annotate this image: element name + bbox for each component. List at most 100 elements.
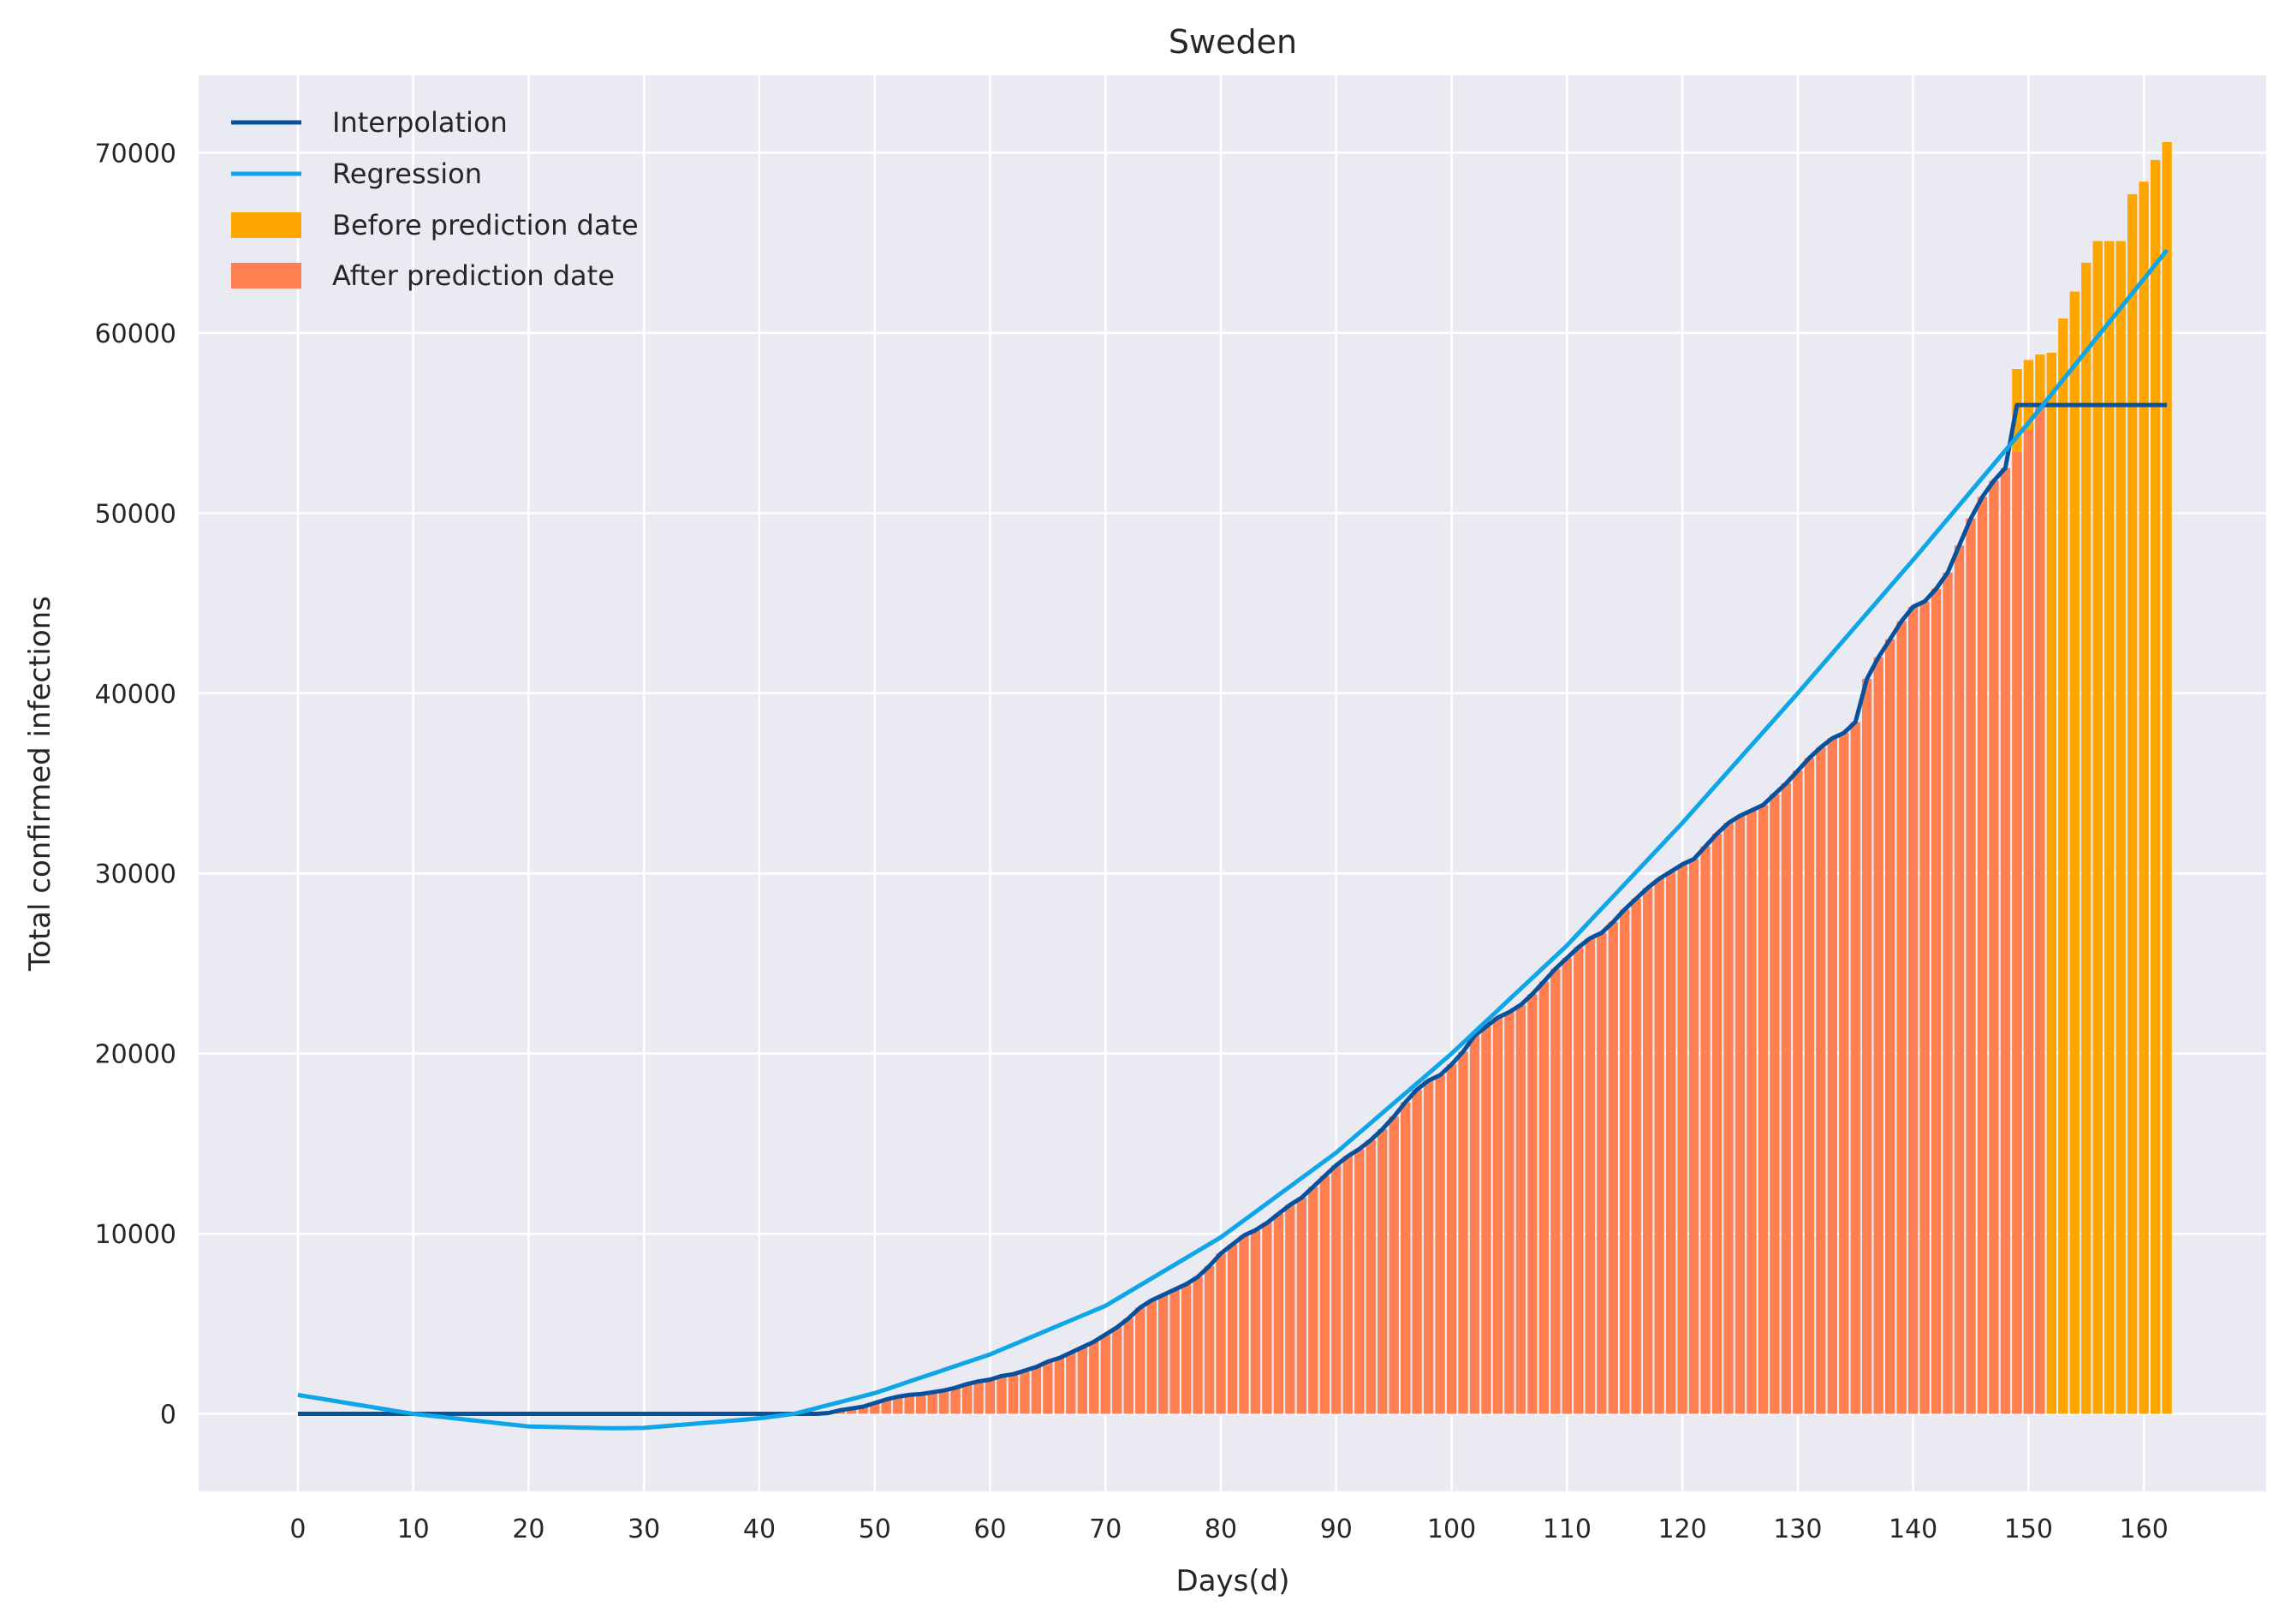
bar-after-prediction bbox=[1504, 1012, 1514, 1414]
bar-after-prediction bbox=[1112, 1327, 1122, 1414]
bar-after-prediction bbox=[1423, 1080, 1434, 1414]
x-tick-label: 130 bbox=[1773, 1514, 1822, 1544]
bar-after-prediction bbox=[858, 1407, 868, 1414]
bar-after-prediction bbox=[1816, 747, 1826, 1414]
bar-after-prediction bbox=[1216, 1253, 1226, 1414]
bar-after-prediction bbox=[1943, 572, 1953, 1414]
legend-label-interpolation: Interpolation bbox=[332, 106, 508, 139]
bar-before-prediction bbox=[2139, 181, 2149, 1414]
x-tick-label: 90 bbox=[1320, 1514, 1353, 1544]
x-tick-label: 160 bbox=[2120, 1514, 2169, 1544]
bar-after-prediction bbox=[1620, 909, 1630, 1414]
bar-after-prediction bbox=[1827, 738, 1837, 1414]
bar-after-prediction bbox=[1770, 794, 1780, 1414]
bar-after-prediction bbox=[881, 1399, 891, 1414]
x-tick-label: 50 bbox=[859, 1514, 891, 1544]
bar-after-prediction bbox=[927, 1392, 937, 1414]
bar-after-prediction bbox=[1123, 1318, 1134, 1414]
bar-after-prediction bbox=[1331, 1165, 1342, 1414]
bar-after-prediction bbox=[1296, 1197, 1307, 1414]
chart-title: Sweden bbox=[1169, 23, 1297, 61]
x-tick-label: 80 bbox=[1205, 1514, 1237, 1544]
legend-label-regression: Regression bbox=[332, 158, 482, 190]
bar-after-prediction bbox=[1481, 1026, 1491, 1414]
legend: Interpolation Regression Before predicti… bbox=[231, 106, 639, 292]
x-tick-label: 20 bbox=[512, 1514, 544, 1544]
bar-after-prediction bbox=[1157, 1294, 1169, 1414]
bar-after-prediction bbox=[1954, 545, 1965, 1414]
bar-after-prediction bbox=[1677, 864, 1687, 1414]
bar-after-prediction bbox=[847, 1408, 857, 1414]
bar-after-prediction bbox=[904, 1395, 914, 1414]
bar-after-prediction bbox=[1319, 1175, 1330, 1414]
legend-label-after: After prediction date bbox=[332, 259, 615, 292]
bar-after-prediction bbox=[1378, 1129, 1388, 1414]
bar-after-prediction bbox=[1262, 1222, 1272, 1414]
bar-after-prediction bbox=[1181, 1284, 1192, 1414]
bar-after-prediction bbox=[1781, 783, 1792, 1414]
bar-after-prediction bbox=[1585, 937, 1595, 1414]
x-tick-label: 100 bbox=[1427, 1514, 1476, 1544]
y-tick-label: 50000 bbox=[95, 499, 176, 529]
y-tick-label: 40000 bbox=[95, 680, 176, 710]
bar-after-prediction bbox=[973, 1381, 984, 1414]
bar-after-prediction bbox=[1342, 1156, 1353, 1414]
bar-before-prediction bbox=[2069, 291, 2080, 1414]
x-tick-label: 110 bbox=[1543, 1514, 1592, 1544]
y-tick-label: 60000 bbox=[95, 319, 176, 349]
bar-after-prediction bbox=[1538, 981, 1550, 1414]
bar-after-prediction bbox=[1654, 878, 1664, 1414]
bar-after-prediction bbox=[1412, 1089, 1422, 1414]
bar-after-prediction bbox=[1608, 922, 1618, 1414]
bar-after-prediction bbox=[1100, 1334, 1110, 1414]
bar-after-prediction bbox=[1008, 1374, 1019, 1414]
bar-after-prediction bbox=[1723, 823, 1734, 1414]
bar-after-prediction bbox=[1077, 1347, 1087, 1414]
x-tick-label: 140 bbox=[1889, 1514, 1937, 1544]
legend-swatch-after bbox=[231, 263, 301, 289]
bar-before-prediction bbox=[2115, 241, 2126, 1414]
bar-after-prediction bbox=[1043, 1361, 1053, 1414]
bar-after-prediction bbox=[1839, 733, 1849, 1414]
bar-after-prediction bbox=[1089, 1341, 1099, 1414]
x-axis-label: Days(d) bbox=[1176, 1564, 1290, 1598]
bar-after-prediction bbox=[1642, 888, 1653, 1414]
bar-after-prediction bbox=[2000, 467, 2011, 1414]
bar-after-prediction bbox=[950, 1388, 961, 1414]
bar-after-prediction bbox=[1469, 1035, 1480, 1414]
bar-after-prediction bbox=[1020, 1371, 1030, 1414]
y-axis-label: Total confirmed infections bbox=[23, 596, 57, 972]
bar-after-prediction bbox=[1446, 1064, 1457, 1414]
x-tick-label: 40 bbox=[743, 1514, 776, 1544]
bar-after-prediction bbox=[1146, 1300, 1157, 1414]
bar-after-prediction bbox=[1031, 1366, 1042, 1414]
x-tick-label: 30 bbox=[628, 1514, 660, 1544]
x-tick-label: 150 bbox=[2004, 1514, 2053, 1544]
bar-after-prediction bbox=[1735, 815, 1746, 1414]
bar-after-prediction bbox=[1400, 1102, 1411, 1414]
bar-after-prediction bbox=[1631, 898, 1641, 1414]
bar-after-prediction bbox=[1066, 1352, 1076, 1414]
bar-after-prediction bbox=[1966, 518, 1976, 1414]
bar-after-prediction bbox=[1989, 480, 1999, 1414]
y-tick-label: 70000 bbox=[95, 139, 176, 169]
bar-after-prediction bbox=[1793, 770, 1803, 1414]
bar-after-prediction bbox=[1574, 947, 1584, 1414]
bar-before-prediction bbox=[2150, 159, 2161, 1414]
bar-after-prediction bbox=[1931, 588, 1942, 1414]
interpolation-line bbox=[297, 402, 2168, 1416]
bar-after-prediction bbox=[1515, 1004, 1526, 1414]
bar-after-prediction bbox=[1758, 805, 1769, 1414]
bar-after-prediction bbox=[1711, 833, 1723, 1414]
y-tick-label: 10000 bbox=[95, 1220, 176, 1250]
bar-after-prediction bbox=[1458, 1051, 1468, 1414]
bar-after-prediction bbox=[1688, 859, 1699, 1414]
bar-after-prediction bbox=[2035, 405, 2045, 1414]
x-tick-label: 70 bbox=[1089, 1514, 1122, 1544]
y-tick-labels: 0 10000 20000 30000 40000 50000 60000 70000 bbox=[95, 139, 176, 1430]
bar-after-prediction bbox=[893, 1396, 903, 1414]
bar-after-prediction bbox=[1896, 621, 1907, 1414]
bar-before-prediction bbox=[2081, 262, 2092, 1414]
bar-after-prediction bbox=[1169, 1289, 1180, 1414]
bar-before-prediction bbox=[2162, 141, 2172, 1414]
